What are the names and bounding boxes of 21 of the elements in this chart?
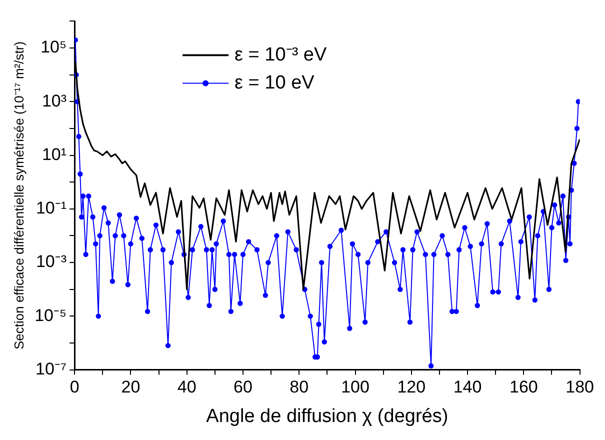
- y-axis-title: Section efficace différentielle symétrisée (10⁻¹⁷ m²/str): [11, 41, 26, 350]
- x-axis-title: Angle de diffusion χ (degrés): [206, 406, 448, 427]
- x-tick-label: 100: [341, 378, 370, 397]
- y-tick-label: 10⁻³: [36, 252, 67, 272]
- y-tick-label: 10⁻⁷: [35, 359, 67, 378]
- y-tick-label: 10⁻¹: [36, 198, 67, 218]
- y-tick-label: 10¹: [42, 144, 67, 164]
- x-tick-label: 60: [234, 378, 252, 397]
- x-tick-label: 0: [70, 378, 80, 397]
- x-tick-label: 80: [290, 378, 309, 397]
- legend-label: ε = 10⁻³ eV: [234, 44, 327, 66]
- x-tick-label: 120: [397, 378, 426, 397]
- x-tick-label: 140: [453, 378, 482, 397]
- y-tick-label: 10⁻⁵: [34, 306, 67, 325]
- y-tick-label: 10⁵: [40, 38, 67, 57]
- x-tick-label: 20: [121, 378, 140, 397]
- x-tick-label: 160: [509, 378, 538, 397]
- x-tick-label: 40: [177, 378, 196, 397]
- legend-label: ε = 10 eV: [234, 72, 315, 94]
- y-tick-label: 10³: [42, 91, 67, 110]
- x-tick-label: 180: [566, 378, 594, 397]
